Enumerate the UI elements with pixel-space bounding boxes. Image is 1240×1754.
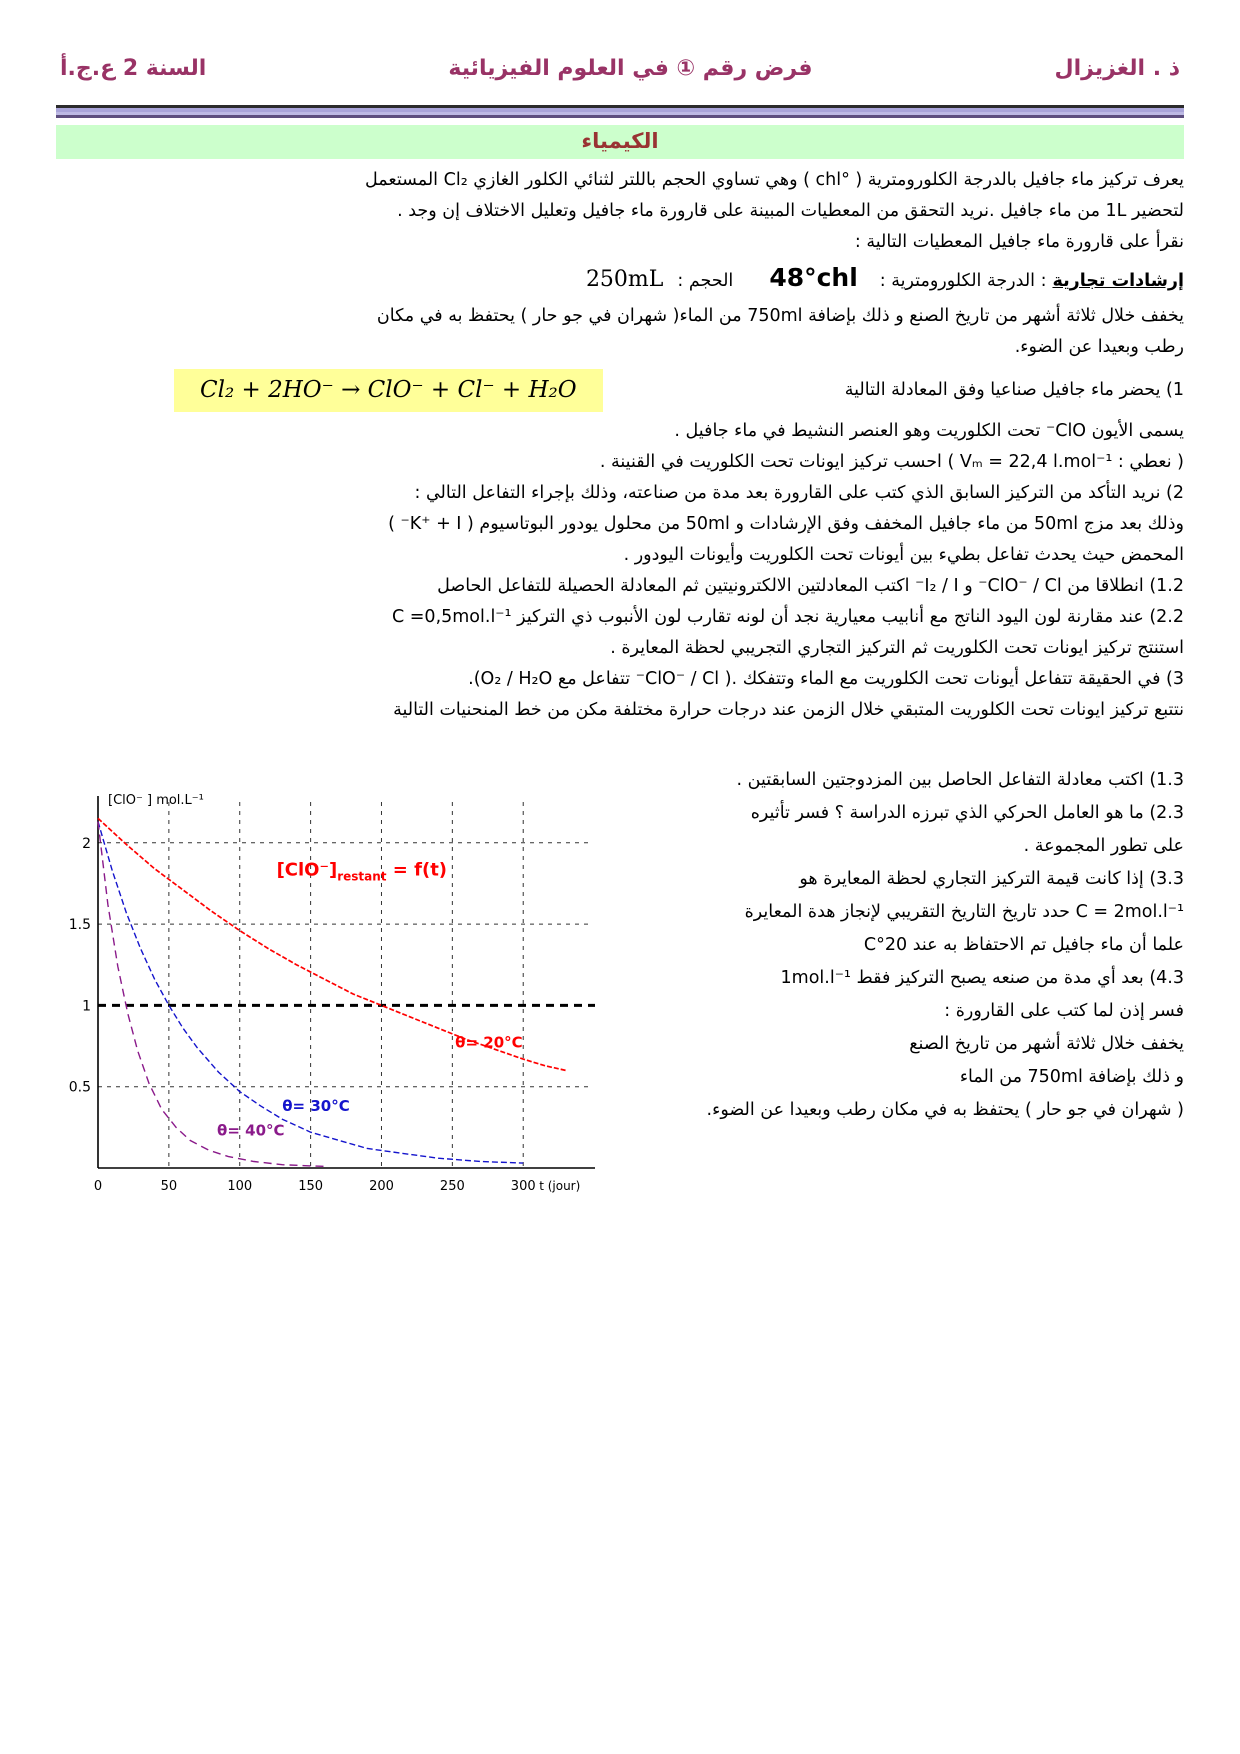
document-body: يعرف تركيز ماء جافيل بالدرجة الكلورومتري… <box>56 165 1184 1217</box>
q3-sub-43d: و ذلك بإضافة 750ml من الماء <box>959 1067 1184 1087</box>
label-heading: إرشادات تجارية <box>1052 271 1184 291</box>
x-tick-label: 300 <box>511 1179 536 1194</box>
y-axis-label: [ClO⁻ ] mol.L⁻¹ <box>108 793 204 808</box>
volume-value: 250mL <box>585 267 664 292</box>
x-tick-label: 50 <box>161 1179 178 1194</box>
q3-sub-43e: ( شهران في جو حار ) يحتفظ به في مكان رطب… <box>706 1100 1184 1120</box>
degree-value: 48°chl <box>769 263 858 292</box>
q3-line-1: 3) في الحقيقة تتفاعل أيونات تحت الكلوريت… <box>468 669 1184 689</box>
chart-title: [ClO⁻]restant = f(t) <box>277 859 447 883</box>
q3-sub-33a: 3.3) إذا كانت قيمة التركيز التجاري لحظة … <box>799 869 1184 889</box>
y-tick-label: 1 <box>82 998 91 1014</box>
q1-line-3: ( نعطي : Vₘ = 22,4 l.mol⁻¹ ) احسب تركيز … <box>599 452 1184 472</box>
q2-sub-22b: استنتج تركيز ايونات تحت الكلوريت ثم التر… <box>610 638 1184 658</box>
q3-sub-23b: على تطور المجموعة . <box>1023 836 1184 856</box>
intro-line-3: نقرأ على قارورة ماء جافيل المعطيات التال… <box>854 232 1184 252</box>
q3-line-2: نتتبع تركيز ايونات تحت الكلوريت المتبقي … <box>393 700 1184 720</box>
chemical-equation: Cl₂ + 2HO⁻ → ClO⁻ + Cl⁻ + H₂O <box>174 369 603 412</box>
concentration-chart: 0.5 1 1.5 2 0 50 100 150 200 250 300 t (jour) [ClO⁻ … <box>69 793 595 1194</box>
series-label: θ= 40°C <box>217 1121 284 1139</box>
q3-sub-13: 1.3) اكتب معادلة التفاعل الحاصل بين المز… <box>736 770 1184 790</box>
y-tick-label: 2 <box>82 836 91 852</box>
q3-sub-33b: C = 2mol.l⁻¹ حدد تاريخ التاريخ التقريبي … <box>744 902 1184 922</box>
q2-sub-22: 2.2) عند مقارنة لون اليود الناتج مع أناب… <box>391 607 1184 627</box>
q3-sub-23a: 2.3) ما هو العامل الحركي الذي تبرزه الدر… <box>750 803 1184 823</box>
q1-line-2: يسمى الأيون ClO⁻ تحت الكلوريت وهو العنصر… <box>674 421 1184 441</box>
volume-label: الحجم : <box>677 271 734 291</box>
x-tick-label: 200 <box>369 1179 394 1194</box>
divider-bar <box>56 105 1184 118</box>
teacher-name: ذ . الغزيزال <box>1054 56 1180 81</box>
q1-intro: 1) يحضر ماء جافيل صناعيا وفق المعادلة ال… <box>844 380 1184 400</box>
x-tick-label: 0 <box>94 1179 102 1194</box>
year-label: السنة 2 ع.ج.أ <box>60 56 207 81</box>
q3-sub-43c: يخفف خلال ثلاثة أشهر من تاريخ الصنع <box>909 1034 1184 1054</box>
commercial-label-line: إرشادات تجارية : الدرجة الكلورومترية : 4… <box>56 258 1184 301</box>
x-tick-label: 250 <box>440 1179 465 1194</box>
section-title: الكيمياء <box>581 129 659 153</box>
page-header: ذ . الغزيزال فرض رقم ① في العلوم الفيزيا… <box>56 48 1184 83</box>
section-banner: الكيمياء <box>56 125 1184 159</box>
intro-line-2: لتحضير 1L من ماء جافيل .نريد التحقق من ا… <box>397 201 1184 221</box>
q2-line-1: 2) نريد التأكد من التركيز السابق الذي كت… <box>414 483 1184 503</box>
x-tick-label: 100 <box>227 1179 252 1194</box>
label-note-1: يخفف خلال ثلاثة أشهر من تاريخ الصنع و ذل… <box>376 306 1184 326</box>
x-tick-label: 150 <box>298 1179 323 1194</box>
label-note-2: رطب وبعيدا عن الضوء. <box>1014 337 1184 357</box>
q2-line-2: وذلك بعد مزج 50ml من ماء جافيل المخفف وف… <box>388 514 1184 534</box>
q3-sub-43a: 4.3) بعد أي مدة من صنعه يصبح التركيز فقط… <box>780 968 1184 988</box>
q2-sub-12: 1.2) انطلاقا من ClO⁻ / Cl⁻ و I₂ / I⁻ اكت… <box>437 576 1184 596</box>
series-label: θ= 30°C <box>282 1097 349 1115</box>
x-axis-unit-label: t (jour) <box>539 1179 580 1193</box>
questions-column: 1.3) اكتب معادلة التفاعل الحاصل بين المز… <box>601 736 1184 1217</box>
exam-title: فرض رقم ① في العلوم الفيزيائية <box>448 56 813 81</box>
series-curve <box>97 821 524 1164</box>
series-curve <box>97 821 328 1168</box>
q3-sub-43b: فسر إذن لما كتب على القارورة : <box>944 1001 1184 1021</box>
q3-sub-33c: علما أن ماء جافيل تم الاحتفاظ به عند 20°… <box>863 935 1184 955</box>
degree-label: : الدرجة الكلورومترية : <box>879 271 1047 291</box>
series-curve <box>97 817 566 1072</box>
chart-and-questions: 0.5 1 1.5 2 0 50 100 150 200 250 300 t (jour) [ClO⁻ … <box>56 736 1184 1217</box>
series-label: θ= 20°C <box>455 1034 522 1052</box>
y-tick-label: 0.5 <box>69 1080 91 1096</box>
y-tick-label: 1.5 <box>69 917 91 933</box>
q2-line-3: المحمض حيث يحدث تفاعل بطيء بين أيونات تح… <box>623 545 1184 565</box>
intro-line-1: يعرف تركيز ماء جافيل بالدرجة الكلورومتري… <box>365 170 1184 190</box>
equation-row: 1) يحضر ماء جافيل صناعيا وفق المعادلة ال… <box>56 369 1184 412</box>
chart-area: 0.5 1 1.5 2 0 50 100 150 200 250 300 t (jour) [ClO⁻ … <box>56 736 601 1217</box>
